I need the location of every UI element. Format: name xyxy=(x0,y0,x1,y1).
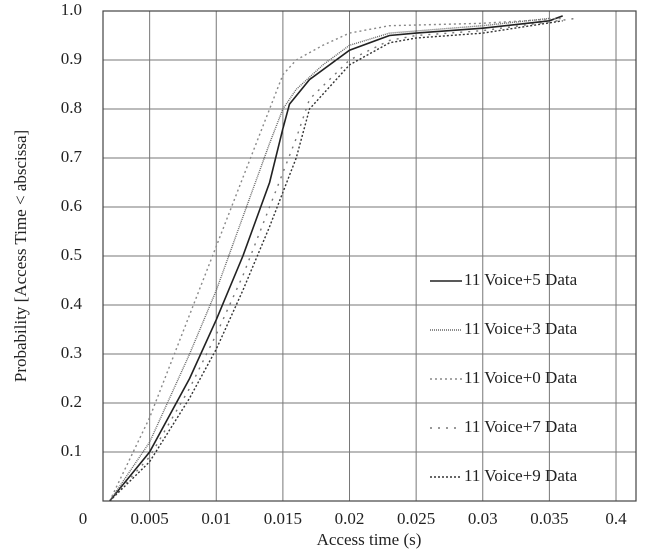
x-tick-label: 0.03 xyxy=(468,509,498,528)
y-tick-label: 0.2 xyxy=(61,392,82,411)
x-tick-label: 0.015 xyxy=(264,509,302,528)
x-tick-label: 0 xyxy=(79,509,88,528)
legend-label: 11 Voice+0 Data xyxy=(464,368,578,387)
x-tick-label: 0.4 xyxy=(605,509,627,528)
series-line xyxy=(109,17,563,502)
y-tick-label: 1.0 xyxy=(61,0,82,19)
y-tick-label: 0.5 xyxy=(61,245,82,264)
legend-label: 11 Voice+3 Data xyxy=(464,319,578,338)
series-line xyxy=(109,15,563,502)
x-axis-label: Access time (s) xyxy=(317,530,422,549)
y-tick-label: 0.6 xyxy=(61,196,82,215)
y-tick-label: 0.3 xyxy=(61,343,82,362)
x-tick-label: 0.01 xyxy=(201,509,231,528)
plot-frame xyxy=(102,10,637,502)
y-axis-label: Probability [Access Time < abscissa] xyxy=(11,130,30,382)
y-tick-label: 0.8 xyxy=(61,98,82,117)
series-line xyxy=(109,17,550,502)
series-line xyxy=(109,20,563,502)
legend-label: 11 Voice+7 Data xyxy=(464,417,578,436)
x-tick-label: 0.025 xyxy=(397,509,435,528)
legend-label: 11 Voice+9 Data xyxy=(464,466,578,485)
x-tick-label: 0.035 xyxy=(530,509,568,528)
x-tick-label: 0.02 xyxy=(335,509,365,528)
y-tick-label: 0.4 xyxy=(61,294,83,313)
legend-label: 11 Voice+5 Data xyxy=(464,270,578,289)
x-tick-label: 0.005 xyxy=(131,509,169,528)
y-tick-label: 0.9 xyxy=(61,49,82,68)
y-tick-label: 0.1 xyxy=(61,441,82,460)
y-tick-label: 0.7 xyxy=(61,147,83,166)
